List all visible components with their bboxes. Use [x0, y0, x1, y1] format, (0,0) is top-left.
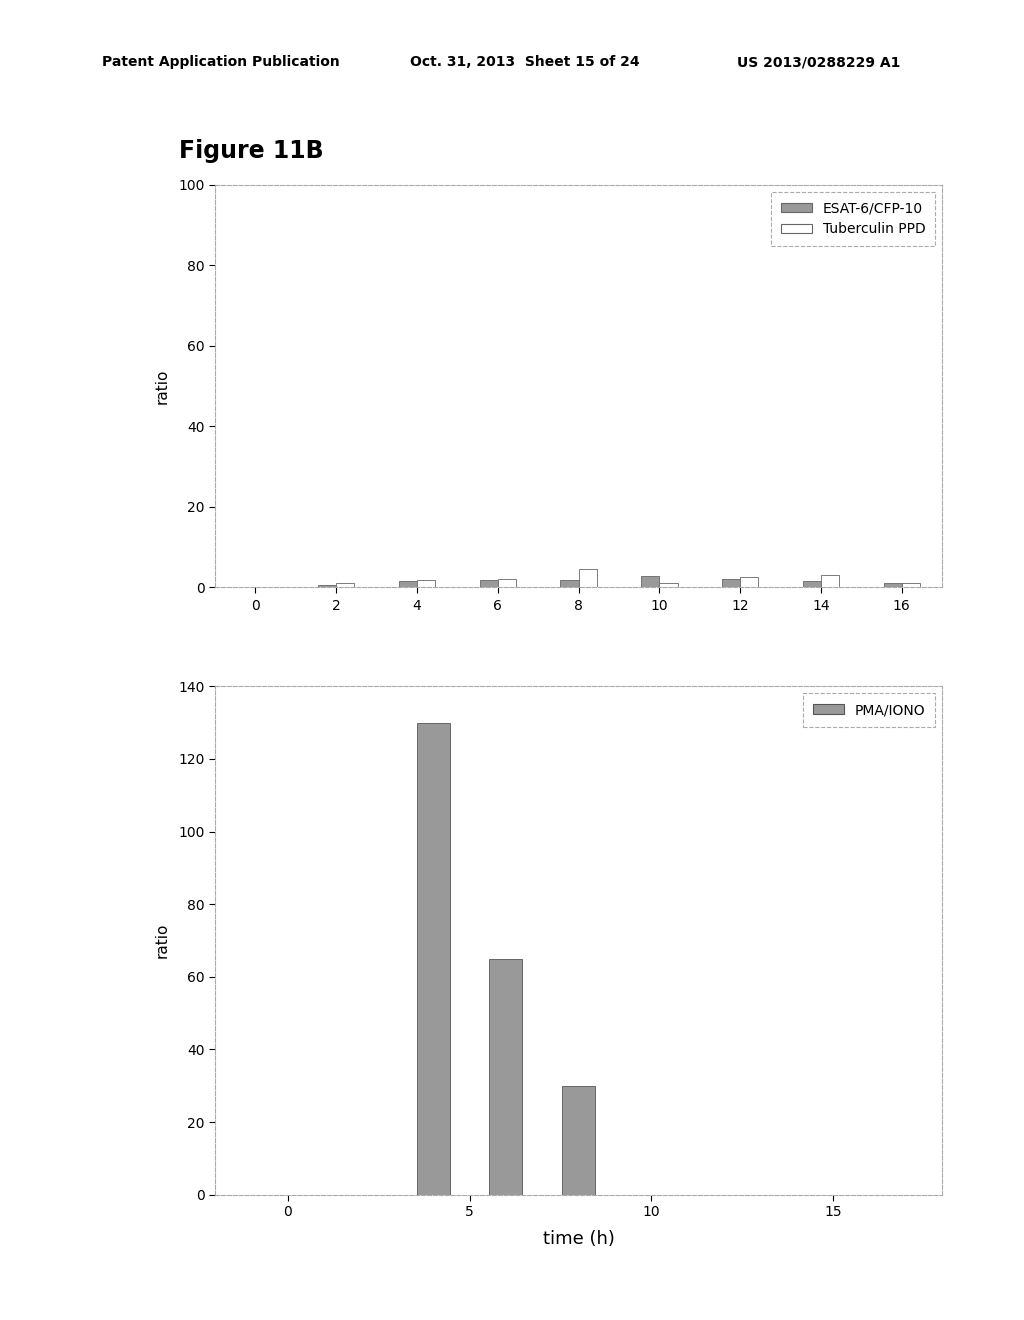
Bar	[884, 583, 902, 587]
Bar	[498, 578, 516, 587]
Bar	[659, 583, 678, 587]
Text: Oct. 31, 2013  Sheet 15 of 24: Oct. 31, 2013 Sheet 15 of 24	[410, 55, 639, 70]
Bar	[417, 581, 435, 587]
Text: Patent Application Publication: Patent Application Publication	[102, 55, 340, 70]
Bar	[489, 958, 522, 1195]
Bar	[336, 582, 354, 587]
Legend: ESAT-6/CFP-10, Tuberculin PPD: ESAT-6/CFP-10, Tuberculin PPD	[771, 191, 935, 246]
Y-axis label: ratio: ratio	[155, 923, 170, 958]
Bar	[417, 722, 450, 1195]
Bar	[722, 578, 740, 587]
Bar	[641, 576, 659, 587]
Legend: PMA/IONO: PMA/IONO	[804, 693, 935, 727]
Bar	[579, 569, 597, 587]
Bar	[479, 581, 498, 587]
Y-axis label: ratio: ratio	[155, 368, 170, 404]
Bar	[398, 581, 417, 587]
Bar	[560, 581, 579, 587]
Bar	[740, 577, 759, 587]
X-axis label: time (h): time (h)	[543, 1230, 614, 1249]
Text: Figure 11B: Figure 11B	[179, 139, 324, 162]
Bar	[318, 585, 336, 587]
Bar	[902, 582, 920, 587]
Bar	[803, 581, 821, 587]
Bar	[562, 1085, 595, 1195]
Text: US 2013/0288229 A1: US 2013/0288229 A1	[737, 55, 901, 70]
Bar	[821, 576, 839, 587]
